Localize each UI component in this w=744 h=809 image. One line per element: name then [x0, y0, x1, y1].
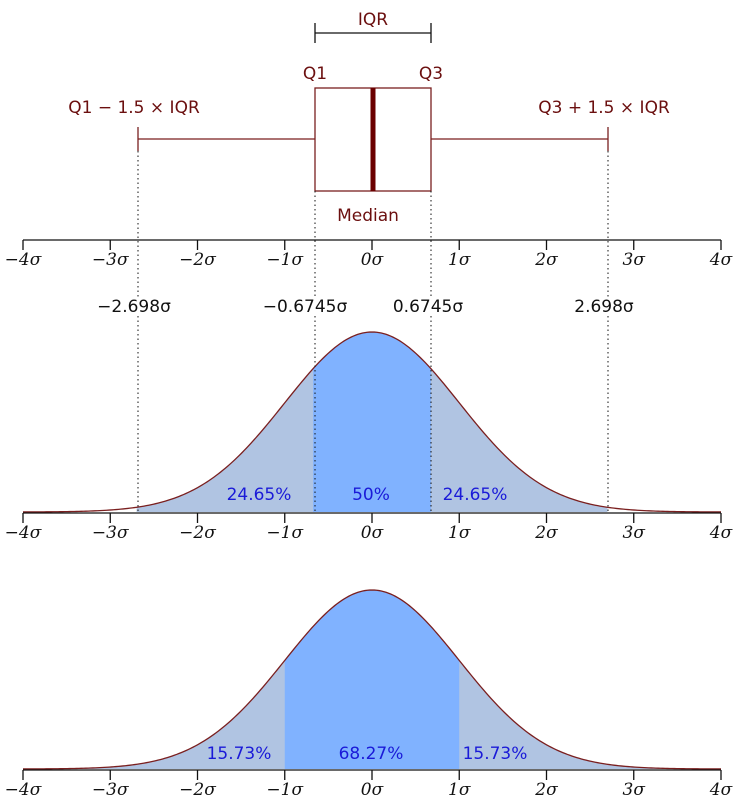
axis-tick-label: 4σ	[709, 523, 733, 543]
sigma-value-neg-2698: −2.698σ	[97, 297, 171, 317]
axis-tick-label: −1σ	[266, 250, 303, 270]
sigma-values: −2.698σ −0.6745σ 0.6745σ 2.698σ	[97, 297, 634, 317]
middle-pct-left: 24.65%	[227, 485, 292, 505]
bottom-pct-center: 68.27%	[339, 744, 404, 764]
top-axis: −4σ −3σ −2σ −1σ 0σ 1σ 2σ 3σ 4σ	[5, 239, 733, 270]
axis-tick-label: 4σ	[709, 250, 733, 270]
middle-pct-center: 50%	[352, 485, 390, 505]
middle-pct-right: 24.65%	[443, 485, 508, 505]
axis-tick-label: −4σ	[5, 780, 42, 800]
middle-iqr-fill	[313, 332, 431, 512]
axis-tick-label: −2σ	[179, 523, 216, 543]
q1-label: Q1	[303, 64, 327, 84]
bottom-pct-right: 15.73%	[463, 744, 528, 764]
axis-tick-label: −3σ	[92, 523, 129, 543]
axis-tick-label: 0σ	[361, 780, 384, 800]
axis-tick-label: 3σ	[623, 250, 646, 270]
axis-tick-label: 1σ	[448, 780, 471, 800]
middle-normal-curve	[22, 331, 722, 513]
bottom-axis: −4σ −3σ −2σ −1σ 0σ 1σ 2σ 3σ 4σ	[5, 769, 733, 800]
axis-tick-label: 2σ	[534, 780, 558, 800]
middle-axis: −4σ −3σ −2σ −1σ 0σ 1σ 2σ 3σ 4σ	[5, 512, 733, 543]
axis-tick-label: −3σ	[92, 250, 129, 270]
axis-tick-label: 4σ	[709, 780, 733, 800]
axis-tick-label: 1σ	[448, 523, 471, 543]
guide-lines	[137, 151, 609, 512]
axis-tick-label: 2σ	[534, 523, 558, 543]
bottom-normal-curve	[22, 589, 722, 770]
q3-label: Q3	[419, 64, 443, 84]
bottom-pct-left: 15.73%	[207, 744, 272, 764]
axis-tick-label: −3σ	[92, 780, 129, 800]
sigma-value-pos-2698: 2.698σ	[574, 297, 634, 317]
lower-whisker-label: Q1 − 1.5 × IQR	[68, 98, 200, 118]
bottom-curve-plot: 15.73% 68.27% 15.73%	[22, 589, 722, 770]
axis-tick-label: −2σ	[179, 250, 216, 270]
sigma-value-neg-06745: −0.6745σ	[263, 297, 348, 317]
axis-tick-label: 3σ	[623, 523, 646, 543]
axis-tick-label: 3σ	[623, 780, 646, 800]
axis-tick-label: 2σ	[534, 250, 558, 270]
axis-tick-label: −4σ	[5, 523, 42, 543]
bottom-one-sigma-fill	[284, 590, 460, 769]
upper-whisker-label: Q3 + 1.5 × IQR	[538, 98, 670, 118]
middle-curve-plot: 24.65% 50% 24.65%	[22, 331, 722, 513]
axis-tick-label: 1σ	[448, 250, 471, 270]
axis-tick-label: −2σ	[179, 780, 216, 800]
sigma-value-pos-06745: 0.6745σ	[393, 297, 463, 317]
axis-tick-label: 0σ	[361, 523, 384, 543]
axis-tick-label: −1σ	[266, 523, 303, 543]
iqr-label: IQR	[358, 10, 388, 30]
median-label: Median	[337, 206, 399, 226]
axis-tick-label: −1σ	[266, 780, 303, 800]
axis-tick-label: 0σ	[361, 250, 384, 270]
boxplot: IQR Q1 Q3 Q1 − 1.5 × IQR Q3 + 1.5 × IQR …	[68, 10, 670, 226]
axis-tick-label: −4σ	[5, 250, 42, 270]
